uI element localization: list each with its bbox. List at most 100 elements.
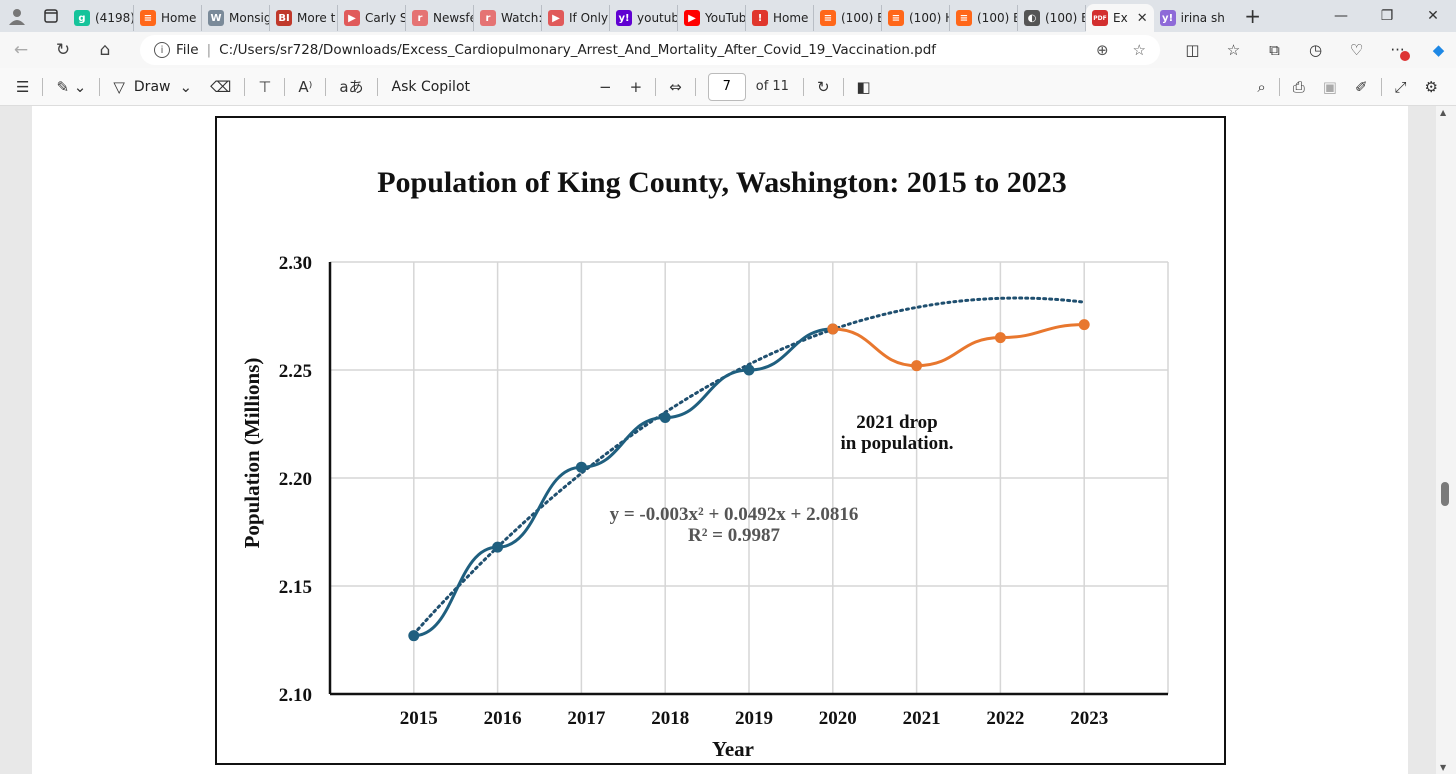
close-window-icon[interactable]: ✕	[1427, 8, 1439, 24]
tab-label: youtub	[637, 11, 678, 25]
save-as-icon[interactable]: ✐	[1354, 77, 1368, 96]
data-point	[408, 630, 420, 642]
new-tab-button[interactable]: +	[1244, 4, 1261, 28]
highlight-icon[interactable]: ✎ ⌄	[56, 77, 87, 96]
substack-icon: ≡	[140, 10, 156, 26]
tab-0[interactable]: g (4198)	[68, 5, 134, 31]
x-axis-label: Year	[712, 737, 754, 761]
favorite-star-icon[interactable]: ☆	[1132, 41, 1146, 59]
chart-title: Population of King County, Washington: 2…	[377, 166, 1067, 199]
tab-last[interactable]: y! irina sh	[1154, 5, 1236, 31]
divider	[655, 77, 657, 96]
collections-icon[interactable]: ⧉	[1269, 41, 1280, 59]
read-aloud-icon[interactable]: A⁾	[298, 77, 313, 96]
tab-label: (100) H	[909, 11, 950, 25]
tab-label: (4198)	[95, 11, 134, 25]
close-tab-icon[interactable]: ✕	[1136, 10, 1148, 26]
performance-icon[interactable]: ♡	[1349, 41, 1364, 59]
y-tick-label: 2.30	[279, 253, 312, 274]
home-icon[interactable]: ⌂	[99, 40, 111, 60]
settings-gear-icon[interactable]: ⚙	[1424, 77, 1438, 96]
tab-9[interactable]: ▶ YouTub	[678, 5, 746, 31]
scroll-up-icon[interactable]: ▲	[1440, 108, 1447, 117]
scroll-thumb[interactable]	[1441, 482, 1449, 506]
tab-7[interactable]: ▶ If Only	[542, 5, 610, 31]
minimize-icon[interactable]: —	[1334, 8, 1348, 24]
fullscreen-icon[interactable]: ⤢	[1394, 77, 1407, 96]
print-icon[interactable]: ⎙	[1292, 77, 1305, 96]
series-line-1	[832, 323, 1085, 368]
restore-icon[interactable]: ❐	[1380, 8, 1394, 24]
text-box-icon[interactable]: ⊤	[258, 77, 272, 96]
window-controls: — ❐ ✕	[1318, 0, 1456, 32]
y-tick-label: 2.10	[279, 685, 312, 706]
x-tick-label: 2019	[735, 708, 773, 729]
zoom-icon[interactable]: ⊕	[1095, 41, 1109, 59]
draw-button[interactable]: Draw	[133, 78, 171, 95]
favorites-icon[interactable]: ☆	[1226, 41, 1241, 59]
tab-2[interactable]: W Monsig	[202, 5, 270, 31]
tab-13[interactable]: ≡ (100) E	[950, 5, 1018, 31]
draw-dropdown-icon[interactable]: ⌄	[179, 77, 193, 96]
rotate-icon[interactable]: ↻	[816, 77, 830, 96]
divider	[99, 77, 101, 96]
save-icon[interactable]: ▣	[1322, 77, 1337, 96]
eraser-icon[interactable]: ⌫	[210, 77, 232, 96]
notification-badge	[1400, 51, 1410, 61]
tab-12[interactable]: ≡ (100) H	[882, 5, 950, 31]
ask-copilot-button[interactable]: Ask Copilot	[391, 78, 471, 95]
tab-label: (100) E	[841, 11, 882, 25]
profile-icon[interactable]	[0, 0, 34, 32]
tab-14[interactable]: ◐ (100) E	[1018, 5, 1086, 31]
search-icon[interactable]: ⌕	[1257, 77, 1266, 96]
tab-label: Carly S	[365, 11, 406, 25]
zoom-out-icon[interactable]: −	[599, 77, 612, 96]
url-separator: |	[206, 42, 212, 58]
tab-11[interactable]: ≡ (100) E	[814, 5, 882, 31]
scrollbar[interactable]: ▲ ▼	[1436, 106, 1456, 774]
divider	[244, 77, 246, 96]
data-point	[743, 364, 755, 376]
tab-3[interactable]: BI More t	[270, 5, 338, 31]
translate-icon[interactable]: aあ	[339, 78, 364, 96]
youtube-icon: ▶	[684, 10, 700, 26]
tab-active-pdf[interactable]: PDF Ex ✕	[1086, 4, 1154, 32]
copilot-icon[interactable]: ◆	[1432, 41, 1445, 59]
address-bar-row: ← ↻ ⌂ i File | C:/Users/sr728/Downloads/…	[0, 32, 1456, 68]
divider	[42, 77, 44, 96]
back-icon[interactable]: ←	[13, 40, 29, 60]
tab-4[interactable]: ▶ Carly S	[338, 5, 406, 31]
info-icon[interactable]: i	[154, 42, 170, 58]
y-tick-label: 2.20	[279, 469, 312, 490]
zoom-in-icon[interactable]: +	[629, 77, 643, 96]
divider	[1380, 77, 1382, 96]
bi-icon: BI	[276, 10, 292, 26]
contents-icon[interactable]: ☰	[16, 77, 30, 96]
scroll-down-icon[interactable]: ▼	[1440, 763, 1447, 772]
history-icon[interactable]: ◷	[1308, 41, 1323, 59]
tab-10[interactable]: ! Home	[746, 5, 814, 31]
address-bar[interactable]: i File | C:/Users/sr728/Downloads/Excess…	[140, 35, 1160, 65]
fit-width-icon[interactable]: ⇔	[669, 77, 682, 96]
divider	[694, 77, 696, 96]
page-view-icon[interactable]: ◧	[856, 77, 871, 96]
more-icon[interactable]: ···	[1377, 41, 1418, 61]
wordpress-icon: W	[208, 10, 224, 26]
x-axis-ticks: 2015 2016 2017 2018 2019 2020 2021 2022 2023	[400, 708, 1108, 729]
tab-8[interactable]: y! youtub	[610, 5, 678, 31]
url-text: C:/Users/sr728/Downloads/Excess_Cardiopu…	[219, 42, 937, 58]
tab-1[interactable]: ≡ Home |	[134, 5, 202, 31]
split-screen-icon[interactable]: ◫	[1185, 41, 1200, 59]
chart-grid	[328, 261, 1169, 696]
tab-5[interactable]: r Newsfe	[406, 5, 474, 31]
substack-icon: ≡	[820, 10, 836, 26]
tab-label: If Only	[569, 11, 609, 25]
data-point	[659, 412, 671, 424]
tab-6[interactable]: r Watch:	[474, 5, 542, 31]
youtube-icon: ▶	[344, 10, 360, 26]
pin-icon: !	[752, 10, 768, 26]
tab-actions-icon[interactable]	[34, 0, 68, 32]
draw-icon[interactable]: ▽	[113, 77, 125, 96]
refresh-icon[interactable]: ↻	[55, 40, 71, 60]
page-number-input[interactable]: 7	[707, 72, 746, 101]
